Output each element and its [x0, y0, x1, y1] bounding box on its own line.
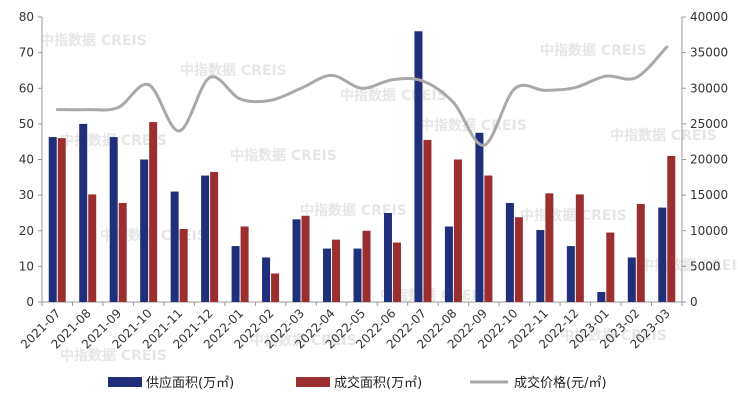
supply-bar [231, 246, 240, 302]
left-tick-label: 0 [26, 295, 34, 309]
transaction-bar [118, 202, 127, 302]
legend-label: 成交价格(元/㎡) [514, 375, 607, 391]
watermark-text: 中指数据 CREIS [180, 62, 287, 79]
watermark-text: 中指数据 CREIS [610, 127, 717, 144]
transaction-bar [392, 242, 401, 302]
watermark-text: 中指数据 CREIS [40, 32, 147, 49]
left-tick-label: 80 [19, 10, 34, 24]
right-tick-label: 30000 [690, 81, 728, 95]
right-tick-label: 40000 [690, 10, 728, 24]
transaction-bar [332, 239, 341, 302]
transaction-bar [484, 175, 493, 302]
supply-bar [536, 230, 545, 302]
left-tick-label: 40 [19, 153, 34, 167]
supply-bar [414, 31, 423, 302]
axes: 0 10 20 30 40 50 60 70 80 0 5000 10000 15000 20000 250… [19, 10, 728, 309]
transaction-bar [636, 204, 645, 302]
supply-bar [48, 137, 57, 302]
supply-bar [658, 207, 667, 302]
watermark-text: 中指数据 CREIS [560, 327, 667, 344]
transaction-bar [667, 155, 676, 302]
left-tick-label: 50 [19, 117, 34, 131]
supply-bar [201, 175, 210, 302]
left-tick-label: 60 [19, 81, 34, 95]
left-tick-label: 20 [19, 224, 34, 238]
legend-swatch [108, 377, 142, 387]
price-line [55, 45, 669, 147]
supply-bar [597, 292, 606, 302]
legend-label: 供应面积(万㎡) [146, 375, 234, 391]
left-tick-label: 10 [19, 259, 34, 273]
right-tick-label: 25000 [690, 117, 728, 131]
supply-bar [566, 246, 575, 302]
right-tick-label: 35000 [690, 46, 728, 60]
supply-bar [79, 123, 88, 302]
watermark-text: 中指数据 CREIS [250, 332, 357, 349]
watermark-text: 中指数据 CREIS [230, 147, 337, 164]
legend-swatch [296, 377, 330, 387]
watermark-text: 中指数据 CREIS [60, 347, 167, 364]
right-tick-label: 20000 [690, 153, 728, 167]
left-tick-label: 30 [19, 188, 34, 202]
transaction-bar [271, 273, 280, 302]
transaction-bar [240, 226, 249, 302]
supply-bar [109, 137, 118, 302]
supply-bar [353, 248, 362, 302]
supply-bar [444, 226, 453, 302]
transaction-bar [575, 194, 584, 302]
right-tick-label: 5000 [690, 259, 721, 273]
supply-bar [292, 219, 301, 302]
price-line-path [55, 45, 669, 147]
transaction-bar [88, 194, 97, 302]
transaction-bar [453, 159, 462, 302]
bars [48, 31, 676, 302]
transaction-bar [149, 122, 158, 302]
transaction-bar [514, 217, 523, 302]
left-tick-label: 70 [19, 46, 34, 60]
legend-label: 成交面积(万㎡) [334, 375, 422, 391]
transaction-bar [606, 232, 615, 302]
legend-item-price: 成交价格(元/㎡) [470, 375, 607, 391]
supply-bar [627, 257, 636, 302]
legend-item-supply: 供应面积(万㎡) [108, 375, 234, 391]
supply-bar [323, 248, 332, 302]
supply-bar [505, 202, 514, 302]
right-tick-label: 0 [690, 295, 698, 309]
transaction-bar [545, 193, 554, 302]
supply-bar [475, 132, 484, 302]
watermark-text: 中指数据 CREIS [420, 117, 527, 134]
legend: 供应面积(万㎡) 成交面积(万㎡) 成交价格(元/㎡) [108, 375, 607, 391]
transaction-bar [179, 228, 188, 302]
watermark-text: 中指数据 CREIS [300, 202, 407, 219]
transaction-bar [57, 138, 66, 302]
transaction-bar [362, 230, 371, 302]
transaction-bar [301, 215, 310, 302]
transaction-bar [423, 139, 432, 302]
supply-bar [140, 159, 149, 302]
supply-bar [383, 212, 392, 302]
legend-item-transaction: 成交面积(万㎡) [296, 375, 422, 391]
transaction-bar [210, 171, 219, 302]
right-tick-label: 10000 [690, 224, 728, 238]
right-tick-label: 15000 [690, 188, 728, 202]
watermark-text: 中指数据 CREIS [640, 257, 738, 274]
supply-bar [262, 257, 271, 302]
watermark-text: 中指数据 CREIS [340, 87, 447, 104]
watermark-text: 中指数据 CREIS [520, 207, 627, 224]
watermark-text: 中指数据 CREIS [540, 42, 647, 59]
supply-bar [170, 191, 179, 302]
